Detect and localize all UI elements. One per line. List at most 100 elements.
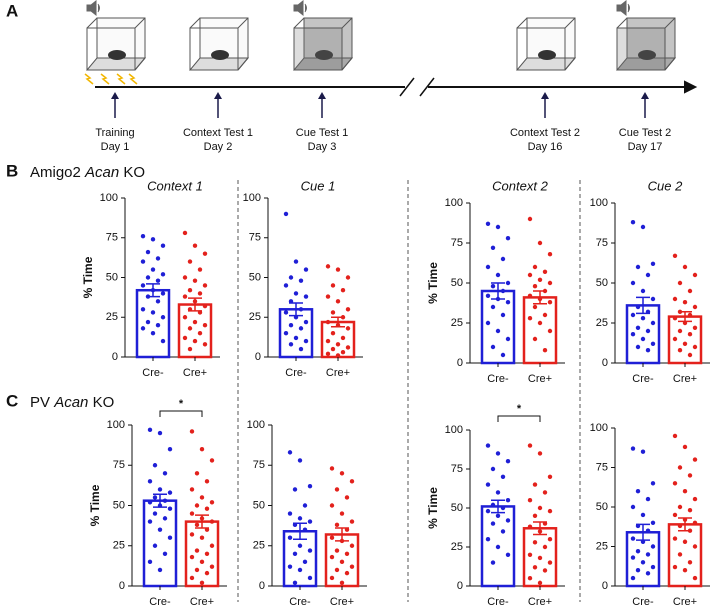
data-point <box>155 323 161 328</box>
data-point <box>692 496 698 502</box>
data-point <box>339 580 345 585</box>
event-day: Day 3 <box>308 141 337 153</box>
data-point <box>682 517 688 522</box>
data-point <box>298 307 304 312</box>
x-tick-label: Cre+ <box>528 373 552 385</box>
data-point <box>147 479 153 484</box>
data-point <box>500 352 506 358</box>
y-axis-label: % Time <box>88 484 102 526</box>
data-point <box>527 524 533 529</box>
data-point <box>182 294 188 299</box>
data-point <box>537 320 543 326</box>
data-point <box>672 481 678 486</box>
x-tick-label: Cre+ <box>528 596 552 608</box>
data-point <box>527 216 533 222</box>
data-point <box>505 336 511 342</box>
data-point <box>640 316 646 321</box>
data-point <box>640 449 646 454</box>
data-point <box>650 296 656 302</box>
data-point <box>167 446 173 452</box>
data-point <box>192 299 198 304</box>
edge <box>616 17 628 29</box>
data-point <box>635 304 641 310</box>
data-point <box>189 487 195 492</box>
edge <box>134 17 146 29</box>
data-point <box>500 288 506 294</box>
data-point <box>692 325 698 330</box>
data-point <box>490 245 496 250</box>
data-point <box>334 487 340 492</box>
data-point <box>532 284 538 289</box>
x-tick-label: Cre+ <box>673 373 697 385</box>
data-point <box>335 267 341 272</box>
data-point <box>692 575 698 581</box>
speaker-icon <box>293 0 307 17</box>
data-point <box>630 220 636 225</box>
data-point <box>160 291 166 296</box>
data-point <box>145 319 151 325</box>
mouse <box>538 50 556 60</box>
data-point <box>505 459 511 464</box>
timeline-axis <box>95 77 698 97</box>
data-point <box>490 502 496 508</box>
data-point <box>283 283 289 288</box>
event-day: Day 17 <box>628 141 663 153</box>
data-point <box>485 221 491 226</box>
data-point <box>157 430 163 436</box>
data-point <box>687 288 693 294</box>
data-point <box>329 575 335 581</box>
data-point <box>650 520 656 525</box>
data-point <box>495 224 501 230</box>
data-point <box>485 320 491 326</box>
data-point <box>640 336 646 342</box>
data-point <box>202 303 208 309</box>
data-point <box>147 559 153 565</box>
data-point <box>335 342 341 347</box>
speaker-icon <box>616 0 630 17</box>
data-point <box>145 294 151 299</box>
data-point <box>152 543 158 548</box>
data-point <box>542 348 548 353</box>
data-point <box>187 346 193 352</box>
x-tick-label: Cre- <box>289 596 311 608</box>
data-point <box>650 544 656 549</box>
data-point <box>542 521 548 526</box>
y-tick-label: 75 <box>253 459 265 471</box>
data-point <box>325 351 331 357</box>
mouse <box>108 50 126 60</box>
data-point <box>485 264 491 270</box>
event-day: Day 16 <box>528 141 563 153</box>
y-tick-label: 100 <box>243 192 261 204</box>
y-tick-label: 25 <box>253 540 265 552</box>
data-point <box>340 335 346 341</box>
edge <box>341 57 353 71</box>
data-point <box>283 330 289 336</box>
data-point <box>209 564 215 569</box>
data-point <box>687 332 693 337</box>
data-point <box>527 272 533 278</box>
data-point <box>630 536 636 541</box>
edge <box>516 17 528 29</box>
event-day: Day 2 <box>204 141 233 153</box>
data-point <box>287 564 293 569</box>
data-point <box>349 543 355 548</box>
data-point <box>293 315 299 320</box>
data-point <box>505 498 511 503</box>
data-point <box>532 540 538 545</box>
data-point <box>182 275 188 280</box>
data-point <box>672 433 678 439</box>
data-point <box>547 300 553 305</box>
data-point <box>677 309 683 314</box>
data-point <box>505 280 511 286</box>
y-tick-label: 0 <box>457 357 463 369</box>
data-point <box>692 344 698 350</box>
data-point <box>532 513 538 518</box>
data-point <box>672 336 678 342</box>
data-point <box>677 504 683 510</box>
data-point <box>298 346 304 352</box>
data-point <box>202 323 208 328</box>
data-point <box>630 332 636 337</box>
data-point <box>490 521 496 526</box>
data-point <box>650 481 656 486</box>
data-point <box>209 543 215 548</box>
